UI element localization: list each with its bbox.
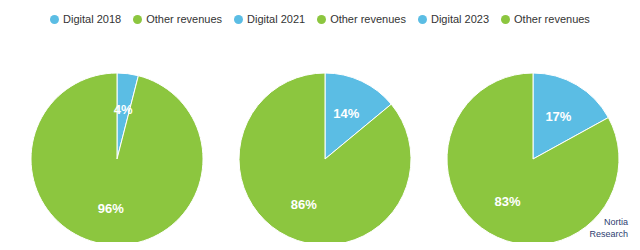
svg-text:83%: 83% bbox=[495, 194, 521, 209]
svg-text:4%: 4% bbox=[114, 102, 133, 117]
svg-text:17%: 17% bbox=[545, 109, 571, 124]
html-text:Digital 2021: Digital 2021 bbox=[247, 13, 306, 25]
svg-text:14%: 14% bbox=[333, 106, 359, 121]
svg-text:96%: 96% bbox=[98, 201, 124, 216]
html-text:Other revenues: Other revenues bbox=[330, 13, 406, 25]
svg-text:86%: 86% bbox=[291, 197, 317, 212]
html-text:Digital 2018: Digital 2018 bbox=[63, 13, 122, 25]
html-text:Other revenues: Other revenues bbox=[146, 13, 222, 25]
html-text:Nortia Research: Nortia Research bbox=[589, 217, 628, 239]
html-text:Digital 2023: Digital 2023 bbox=[431, 13, 489, 25]
html-text:Other revenues: Other revenues bbox=[514, 13, 590, 25]
